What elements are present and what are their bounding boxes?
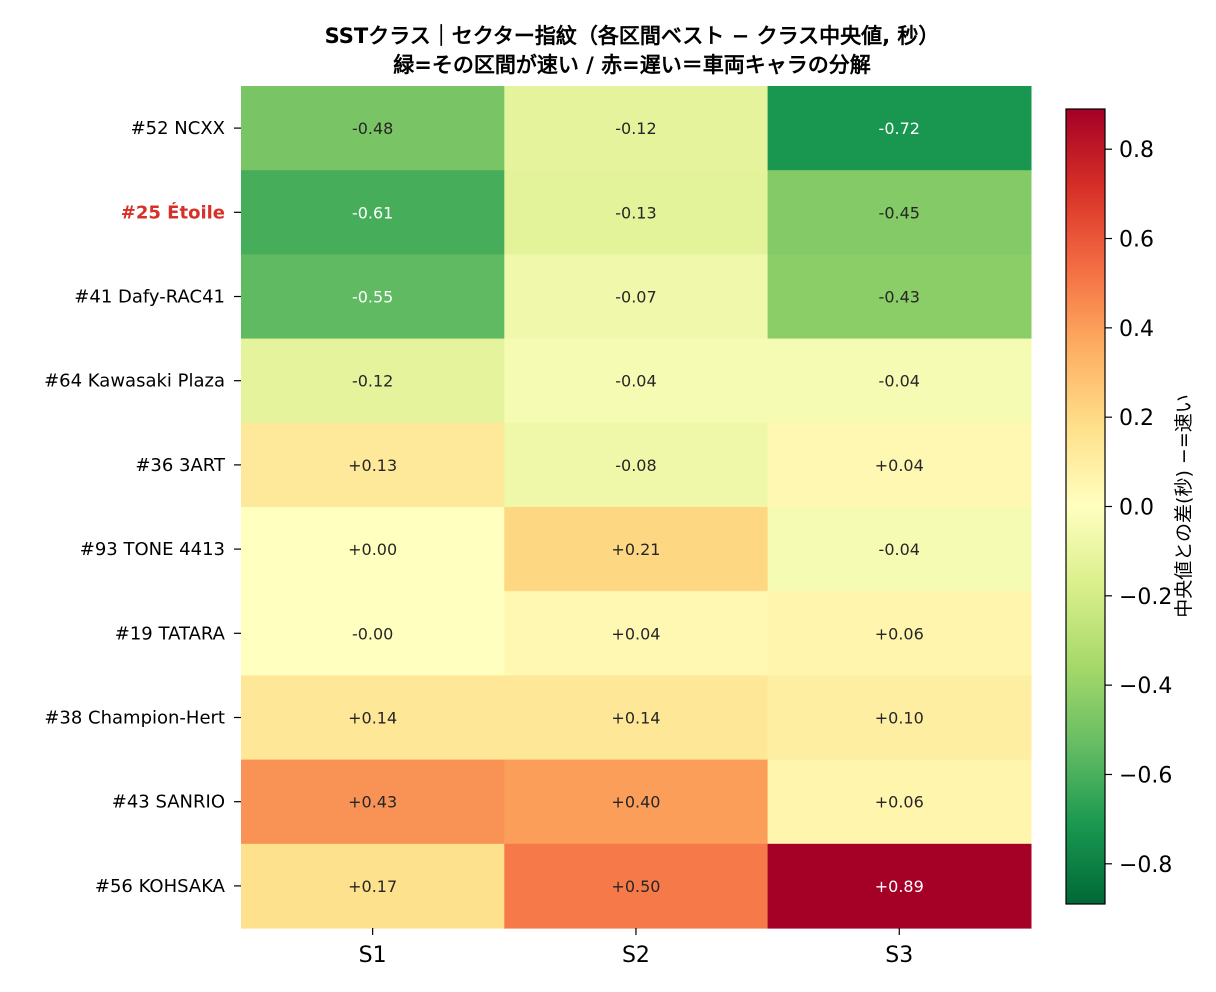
heatmap-cell <box>767 591 1032 676</box>
chart-title: SSTクラス｜セクター指紋（各区間ベスト − クラス中央値, 秒） <box>325 24 940 48</box>
heatmap-cell-labels: -0.48 -0.12 -0.72 -0.61 -0.13 -0.45 -0.55 -0.07… <box>348 119 924 896</box>
row-label: #43 SANRIO <box>112 792 225 813</box>
heatmap-cell <box>504 591 769 676</box>
heatmap-cell <box>504 843 769 929</box>
cell-value-label: +0.14 <box>348 709 397 728</box>
heatmap-cell <box>241 675 505 761</box>
cell-value-label: -0.08 <box>615 456 656 475</box>
heatmap-cell <box>241 254 505 340</box>
colorbar-tick-label: −0.2 <box>1119 585 1172 610</box>
cell-value-label: -0.13 <box>615 203 656 222</box>
cell-value-label: +0.00 <box>348 540 397 559</box>
cell-value-label: +0.14 <box>611 709 660 728</box>
cell-value-label: -0.00 <box>352 624 393 643</box>
heatmap-cell <box>241 170 505 255</box>
row-label: #93 TONE 4413 <box>80 539 225 560</box>
column-label: S2 <box>622 943 650 968</box>
heatmap-cell <box>767 675 1032 761</box>
colorbar-tick-label: −0.6 <box>1119 763 1172 788</box>
cell-value-label: -0.04 <box>879 372 920 391</box>
cell-value-label: +0.89 <box>875 877 924 896</box>
heatmap-cell <box>767 422 1032 508</box>
heatmap-cell <box>241 591 505 676</box>
chart-subtitle: 緑=その区間が速い / 赤=遅い＝車両キャラの分解 <box>393 53 870 77</box>
cell-value-label: -0.12 <box>615 119 656 138</box>
heatmap-cell <box>504 338 769 424</box>
row-label: #38 Champion-Hert <box>44 708 225 729</box>
cell-value-label: -0.61 <box>352 203 393 222</box>
heatmap-cells <box>241 86 1032 929</box>
cell-value-label: -0.43 <box>879 288 920 307</box>
colorbar-tick-label: 0.8 <box>1119 138 1154 163</box>
row-label: #41 Dafy-RAC41 <box>74 287 225 308</box>
colorbar-tick-label: −0.8 <box>1119 853 1172 878</box>
cell-value-label: +0.50 <box>611 877 660 896</box>
colorbar-ticks: 0.8 0.6 0.4 0.2 0.0 −0.2 −0.4 −0.6 −0.8 <box>1105 138 1172 878</box>
heatmap-cell <box>504 86 769 171</box>
heatmap-cell <box>504 507 769 592</box>
row-label: #36 3ART <box>135 455 226 476</box>
heatmap-cell <box>241 86 505 171</box>
column-label: S3 <box>885 943 913 968</box>
row-label-highlighted: #25 Étoile <box>121 201 225 223</box>
heatmap-cell <box>504 675 769 761</box>
colorbar-tick-label: 0.0 <box>1119 496 1154 521</box>
cell-value-label: +0.04 <box>875 456 924 475</box>
heatmap-cell <box>767 254 1032 340</box>
heatmap-cell <box>767 338 1032 424</box>
colorbar-tick-label: 0.6 <box>1119 228 1154 253</box>
cell-value-label: +0.04 <box>611 624 660 643</box>
colorbar-tick-label: −0.4 <box>1119 674 1172 699</box>
heatmap-cell <box>504 759 769 845</box>
column-labels: S1 S2 S3 <box>359 928 913 968</box>
heatmap-cell <box>767 86 1032 171</box>
heatmap-cell <box>504 254 769 340</box>
cell-value-label: +0.40 <box>611 793 660 812</box>
heatmap-cell <box>241 843 505 929</box>
heatmap-cell <box>767 170 1032 255</box>
heatmap-cell <box>767 759 1032 845</box>
cell-value-label: +0.43 <box>348 793 397 812</box>
cell-value-label: -0.48 <box>352 119 393 138</box>
colorbar <box>1065 108 1106 905</box>
cell-value-label: -0.04 <box>879 540 920 559</box>
row-label: #19 TATARA <box>115 623 226 644</box>
cell-value-label: -0.72 <box>879 119 920 138</box>
cell-value-label: -0.55 <box>352 288 393 307</box>
heatmap-cell <box>504 422 769 508</box>
row-labels: #52 NCXX #25 Étoile #41 Dafy-RAC41 #64 Kawa… <box>44 118 241 897</box>
heatmap-cell <box>504 170 769 255</box>
row-label: #52 NCXX <box>131 118 225 139</box>
heatmap-cell <box>767 507 1032 592</box>
cell-value-label: -0.12 <box>352 372 393 391</box>
colorbar-tick-label: 0.4 <box>1119 317 1154 342</box>
heatmap-cell <box>241 507 505 592</box>
row-label: #64 Kawasaki Plaza <box>44 371 225 392</box>
cell-value-label: +0.17 <box>348 877 397 896</box>
cell-value-label: +0.13 <box>348 456 397 475</box>
cell-value-label: +0.21 <box>611 540 660 559</box>
heatmap-cell <box>241 422 505 508</box>
row-label: #56 KOHSAKA <box>95 876 226 897</box>
cell-value-label: +0.06 <box>875 793 924 812</box>
colorbar-tick-label: 0.2 <box>1119 406 1154 431</box>
column-label: S1 <box>359 943 387 968</box>
heatmap-cell <box>767 843 1032 929</box>
cell-value-label: -0.45 <box>879 203 920 222</box>
cell-value-label: +0.06 <box>875 624 924 643</box>
cell-value-label: -0.07 <box>615 288 656 307</box>
cell-value-label: +0.10 <box>875 709 924 728</box>
heatmap-cell <box>241 759 505 845</box>
colorbar-label: 中央値との差(秒) −=速い <box>1173 394 1195 618</box>
cell-value-label: -0.04 <box>615 372 656 391</box>
heatmap-cell <box>241 338 505 424</box>
